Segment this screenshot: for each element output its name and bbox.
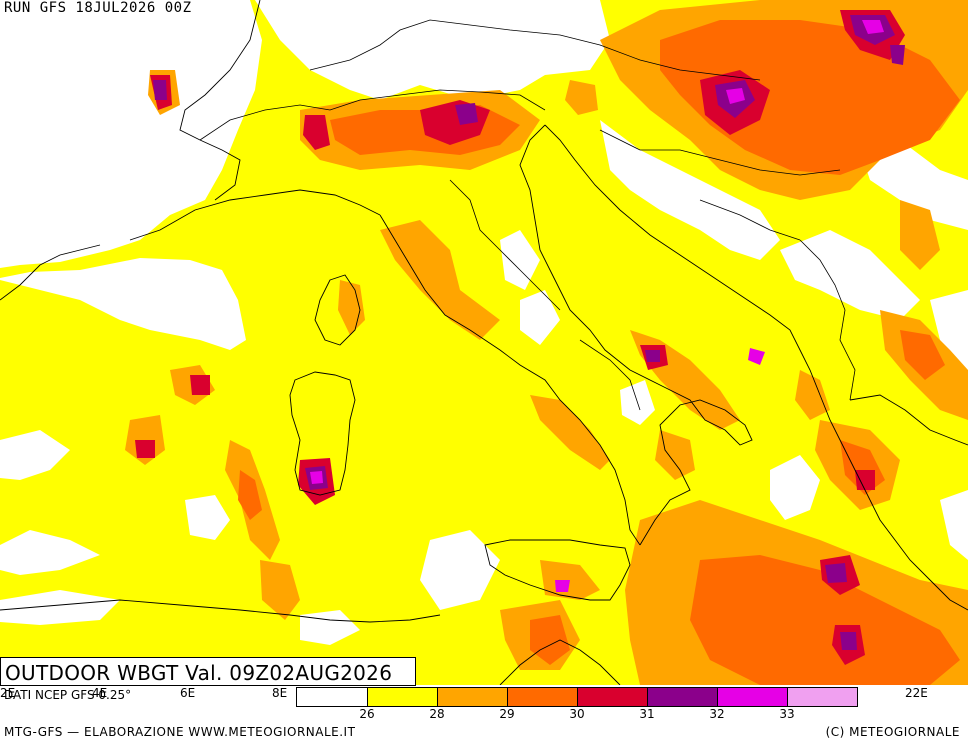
longitude-label: 22E xyxy=(905,686,928,700)
longitude-label: 4E xyxy=(92,686,108,700)
footer-credit: MTG-GFS — ELABORAZIONE WWW.METEOGIORNALE… xyxy=(4,725,356,739)
map-title: OUTDOOR WBGT Val. 09Z02AUG2026 xyxy=(5,661,393,685)
color-legend xyxy=(296,687,858,707)
map-title-box: OUTDOOR WBGT Val. 09Z02AUG2026 xyxy=(0,657,416,686)
wbgt-map xyxy=(0,0,968,685)
longitude-label: 2E xyxy=(0,686,16,700)
legend-swatch xyxy=(647,688,717,706)
legend-tick: 28 xyxy=(429,707,445,721)
band-31-33 xyxy=(153,15,905,650)
legend-swatch xyxy=(507,688,577,706)
legend-swatch xyxy=(367,688,437,706)
legend-swatch xyxy=(577,688,647,706)
legend-tick: 29 xyxy=(499,707,515,721)
legend-swatch xyxy=(787,688,857,706)
legend-swatch xyxy=(717,688,787,706)
legend-tick: 33 xyxy=(779,707,795,721)
legend-swatch xyxy=(437,688,507,706)
longitude-label: 8E xyxy=(272,686,288,700)
below-26-areas xyxy=(0,0,968,645)
run-label: RUN GFS 18JUL2026 00Z xyxy=(4,0,192,16)
footer-copyright: (C) METEOGIORNALE xyxy=(825,725,960,739)
source-label: DATI NCEP GFS 0.25° xyxy=(4,688,132,702)
longitude-label: 6E xyxy=(180,686,196,700)
legend-tick: 32 xyxy=(709,707,725,721)
legend-tick: 30 xyxy=(569,707,585,721)
coastlines xyxy=(0,0,968,685)
legend-swatch xyxy=(297,688,367,706)
legend-tick: 26 xyxy=(359,707,375,721)
legend-tick: 31 xyxy=(639,707,655,721)
borders xyxy=(199,19,856,411)
